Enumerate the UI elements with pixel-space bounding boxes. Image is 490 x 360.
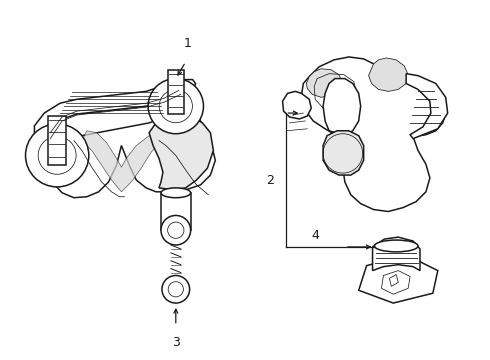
Polygon shape <box>34 80 196 141</box>
Polygon shape <box>368 58 408 91</box>
Circle shape <box>161 215 191 245</box>
Circle shape <box>25 124 89 187</box>
FancyBboxPatch shape <box>48 116 66 165</box>
Polygon shape <box>82 131 161 192</box>
Polygon shape <box>149 113 213 190</box>
Circle shape <box>148 78 203 134</box>
Polygon shape <box>283 91 311 119</box>
Polygon shape <box>161 193 191 230</box>
Ellipse shape <box>161 188 191 198</box>
Text: 4: 4 <box>311 229 319 242</box>
Ellipse shape <box>374 240 418 252</box>
Polygon shape <box>323 131 364 175</box>
Text: 3: 3 <box>172 336 180 348</box>
Polygon shape <box>306 69 342 97</box>
Polygon shape <box>48 113 215 198</box>
Polygon shape <box>301 57 446 212</box>
Polygon shape <box>359 255 438 303</box>
Text: 2: 2 <box>266 174 274 186</box>
Polygon shape <box>406 74 448 139</box>
Polygon shape <box>323 78 361 136</box>
FancyBboxPatch shape <box>168 70 184 114</box>
Polygon shape <box>372 237 420 271</box>
Circle shape <box>162 275 190 303</box>
Text: 1: 1 <box>184 37 192 50</box>
